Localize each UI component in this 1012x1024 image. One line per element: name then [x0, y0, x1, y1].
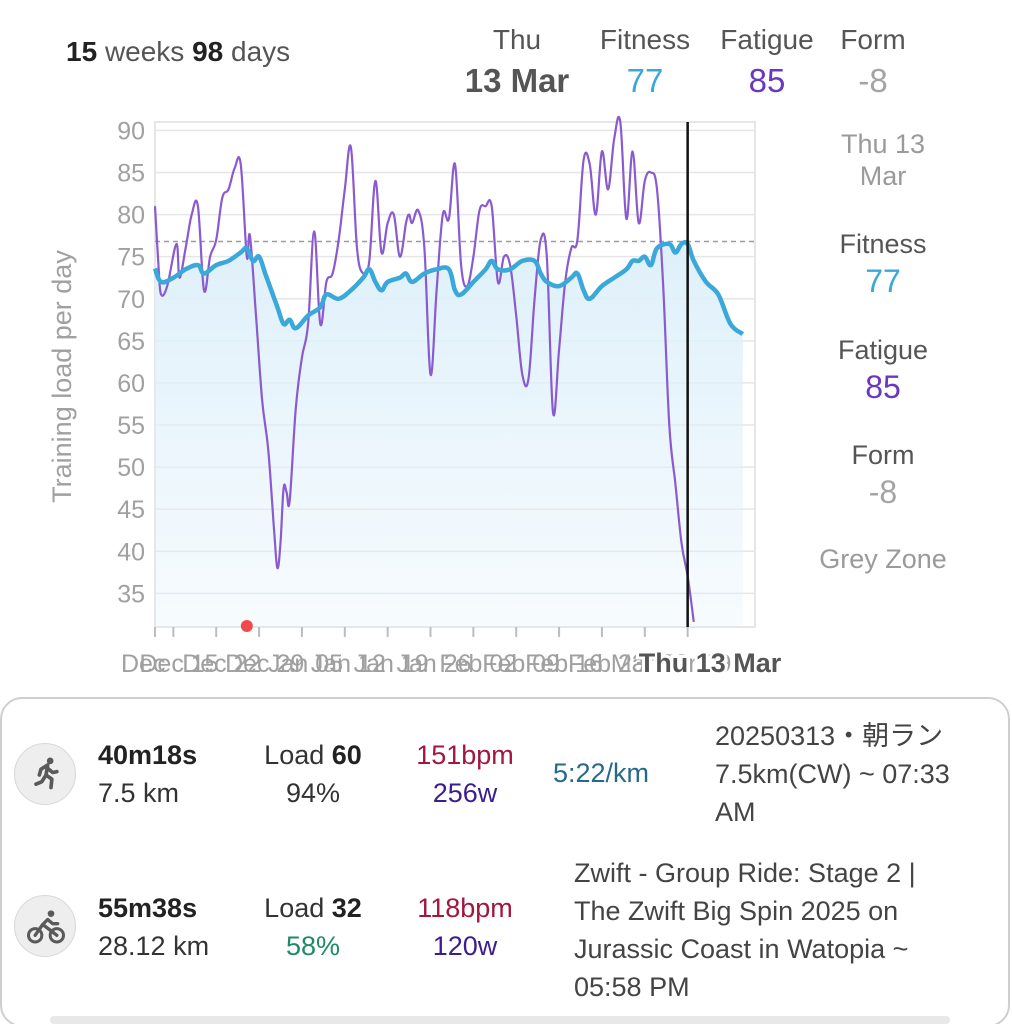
- x-tick-label: Jan 19: [354, 650, 429, 678]
- ride-load-label: Load: [264, 893, 325, 923]
- bicycle-icon: [14, 895, 76, 957]
- y-axis-label: Training load per day: [47, 250, 77, 503]
- runner-icon: [14, 743, 76, 805]
- header-fatigue-label: Fatigue: [720, 24, 814, 55]
- run-desc-line1: 20250313・朝ラン: [715, 721, 944, 751]
- y-tick-label: 75: [117, 244, 145, 272]
- y-tick-label: 55: [117, 412, 145, 440]
- header-fatigue-value: 85: [748, 62, 786, 99]
- ride-desc-line1: Zwift - Group Ride: Stage 2 |: [574, 858, 916, 888]
- ride-duration: 55m38s: [98, 893, 198, 923]
- side-date: Thu 13 Mar: [800, 128, 966, 192]
- ride-desc-line3: Jurassic Coast in Watopia ~: [574, 934, 909, 964]
- y-tick-label: 80: [117, 202, 145, 230]
- side-fitness-label: Fitness: [839, 229, 927, 259]
- ride-desc-line2: The Zwift Big Spin 2025 on: [574, 896, 899, 926]
- activities-card: 40m18s 7.5 km Load 60 94% 151bpm 256w 5:…: [0, 697, 1010, 1024]
- y-tick-label: 65: [117, 328, 145, 356]
- ride-distance: 28.12 km: [98, 931, 210, 961]
- side-form-value: -8: [868, 474, 898, 510]
- run-heart-rate: 151bpm: [416, 740, 514, 770]
- ride-load-percent: 58%: [285, 931, 341, 961]
- header-form: Form -8: [830, 22, 916, 104]
- fitness-area: [155, 242, 743, 627]
- side-fitness: Fitness 77: [800, 228, 966, 302]
- range-weeks-unit: weeks: [104, 36, 185, 67]
- run-distance: 7.5 km: [98, 778, 180, 808]
- x-tick-label: Feb 23: [568, 650, 646, 678]
- x-tick-label: Dec 22: [182, 650, 261, 678]
- ride-load-value: 32: [331, 893, 362, 923]
- header-date: Thu 13 Mar: [452, 22, 582, 104]
- x-tick-label: Mar 02: [611, 650, 689, 678]
- x-tick-label: Dec 29: [225, 650, 304, 678]
- x-tick-label: Jan 12: [311, 650, 386, 678]
- header-fatigue: Fatigue 85: [712, 22, 822, 104]
- ride-heart-rate: 118bpm: [417, 893, 513, 923]
- fitness-series-line: [152, 240, 745, 336]
- y-tick-label: 85: [117, 160, 145, 188]
- side-fatigue-value: 85: [865, 369, 901, 405]
- header-fitness-label: Fitness: [599, 24, 691, 55]
- x-tick-label: Feb 16: [525, 650, 603, 678]
- range-weeks: 15: [66, 36, 98, 67]
- activity-row-ride[interactable]: 55m38s 28.12 km Load 32 58% 118bpm 120w …: [2, 858, 1012, 1022]
- ride-desc-line4: 05:58 PM: [574, 972, 690, 1002]
- y-tick-label: 40: [117, 538, 145, 566]
- run-load-label: Load: [264, 740, 325, 770]
- selected-date-label: Thu 13 Mar: [639, 648, 782, 678]
- y-tick-label: 70: [117, 286, 145, 314]
- run-power: 256w: [432, 778, 498, 808]
- run-load-percent: 94%: [285, 778, 341, 808]
- range-days: 98: [192, 36, 224, 67]
- x-tick-label: Dec: [121, 650, 165, 678]
- header-form-value: -8: [858, 62, 888, 99]
- ride-power: 120w: [432, 931, 498, 961]
- x-tick-label: Jan 05: [268, 650, 343, 678]
- x-tick-label: Jan 26: [397, 650, 472, 678]
- run-description: 20250313・朝ラン 7.5km(CW) ~ 07:33 AM: [715, 717, 1005, 831]
- y-tick-label: 45: [117, 496, 145, 524]
- run-duration: 40m18s: [98, 740, 198, 770]
- header-form-label: Form: [840, 24, 906, 55]
- side-fatigue: Fatigue 85: [800, 334, 966, 408]
- form-zone-label: Grey Zone: [819, 544, 947, 574]
- header-day: Thu: [492, 24, 542, 55]
- header-fitness: Fitness 77: [590, 22, 700, 104]
- ride-description: Zwift - Group Ride: Stage 2 | The Zwift …: [574, 854, 1004, 1006]
- x-tick-label: Feb 02: [439, 650, 517, 678]
- x-tick-label: Dec 15: [139, 650, 218, 678]
- date-range: 15 weeks 98 days: [66, 36, 290, 68]
- run-load-value: 60: [331, 740, 362, 770]
- y-tick-label: 90: [117, 117, 145, 145]
- side-form-label: Form: [851, 440, 915, 470]
- side-fitness-value: 77: [865, 263, 901, 299]
- header-fitness-value: 77: [626, 62, 664, 99]
- side-date-line2: Mar: [859, 161, 907, 191]
- side-fatigue-label: Fatigue: [837, 335, 929, 365]
- side-date-line1: Thu 13: [840, 129, 926, 159]
- run-desc-line3: AM: [715, 797, 756, 827]
- next-card-peek: [50, 1016, 950, 1024]
- activity-row-run[interactable]: 40m18s 7.5 km Load 60 94% 151bpm 256w 5:…: [2, 721, 1012, 879]
- y-tick-label: 60: [117, 370, 145, 398]
- x-tick-label: Mar 09: [654, 650, 732, 678]
- fatigue-series-line: [153, 115, 695, 623]
- event-marker[interactable]: [240, 620, 253, 632]
- range-days-unit: days: [231, 36, 291, 67]
- y-tick-label: 35: [117, 580, 145, 608]
- run-desc-line2: 7.5km(CW) ~ 07:33: [715, 759, 950, 789]
- header-date-value: 13 Mar: [464, 62, 570, 99]
- run-pace: 5:22/km: [553, 758, 650, 788]
- run-load: Load 60: [252, 736, 374, 774]
- x-tick-label: Feb 09: [482, 650, 560, 678]
- ride-load: Load 32: [252, 889, 374, 927]
- side-form: Form -8: [800, 439, 966, 513]
- y-tick-label: 50: [117, 454, 145, 482]
